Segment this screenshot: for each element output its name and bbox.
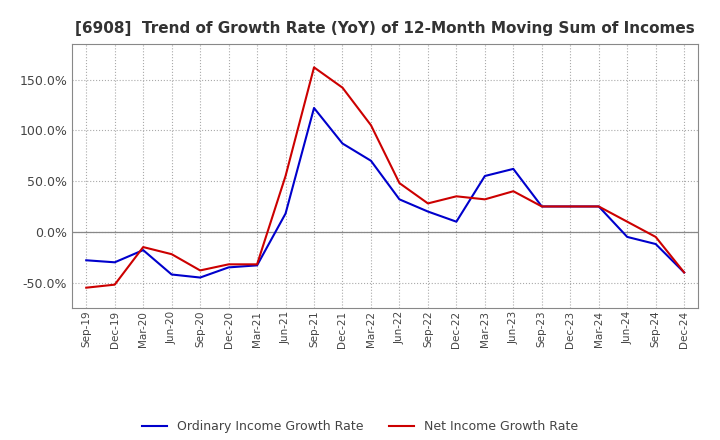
Ordinary Income Growth Rate [167, 272, 176, 277]
Net Income Growth Rate [480, 197, 489, 202]
Net Income Growth Rate [595, 204, 603, 209]
Title: [6908]  Trend of Growth Rate (YoY) of 12-Month Moving Sum of Incomes: [6908] Trend of Growth Rate (YoY) of 12-… [76, 21, 695, 36]
Net Income Growth Rate [395, 180, 404, 186]
Ordinary Income Growth Rate [652, 242, 660, 247]
Ordinary Income Growth Rate [480, 173, 489, 179]
Ordinary Income Growth Rate [566, 204, 575, 209]
Ordinary Income Growth Rate [452, 219, 461, 224]
Net Income Growth Rate [82, 285, 91, 290]
Ordinary Income Growth Rate [680, 270, 688, 275]
Line: Ordinary Income Growth Rate: Ordinary Income Growth Rate [86, 108, 684, 278]
Ordinary Income Growth Rate [110, 260, 119, 265]
Net Income Growth Rate [509, 189, 518, 194]
Net Income Growth Rate [167, 252, 176, 257]
Ordinary Income Growth Rate [395, 197, 404, 202]
Net Income Growth Rate [366, 123, 375, 128]
Net Income Growth Rate [537, 204, 546, 209]
Net Income Growth Rate [423, 201, 432, 206]
Ordinary Income Growth Rate [253, 263, 261, 268]
Ordinary Income Growth Rate [196, 275, 204, 280]
Net Income Growth Rate [652, 234, 660, 239]
Line: Net Income Growth Rate: Net Income Growth Rate [86, 67, 684, 288]
Ordinary Income Growth Rate [310, 105, 318, 110]
Ordinary Income Growth Rate [366, 158, 375, 163]
Net Income Growth Rate [253, 262, 261, 267]
Net Income Growth Rate [452, 194, 461, 199]
Ordinary Income Growth Rate [623, 234, 631, 239]
Legend: Ordinary Income Growth Rate, Net Income Growth Rate: Ordinary Income Growth Rate, Net Income … [138, 415, 582, 438]
Net Income Growth Rate [139, 245, 148, 250]
Net Income Growth Rate [310, 65, 318, 70]
Ordinary Income Growth Rate [282, 211, 290, 216]
Ordinary Income Growth Rate [225, 265, 233, 270]
Net Income Growth Rate [110, 282, 119, 287]
Ordinary Income Growth Rate [423, 209, 432, 214]
Net Income Growth Rate [282, 173, 290, 179]
Net Income Growth Rate [225, 262, 233, 267]
Ordinary Income Growth Rate [338, 141, 347, 146]
Ordinary Income Growth Rate [595, 204, 603, 209]
Net Income Growth Rate [196, 268, 204, 273]
Ordinary Income Growth Rate [139, 247, 148, 253]
Ordinary Income Growth Rate [537, 204, 546, 209]
Ordinary Income Growth Rate [82, 258, 91, 263]
Ordinary Income Growth Rate [509, 166, 518, 172]
Net Income Growth Rate [623, 219, 631, 224]
Net Income Growth Rate [680, 270, 688, 275]
Net Income Growth Rate [338, 85, 347, 90]
Net Income Growth Rate [566, 204, 575, 209]
